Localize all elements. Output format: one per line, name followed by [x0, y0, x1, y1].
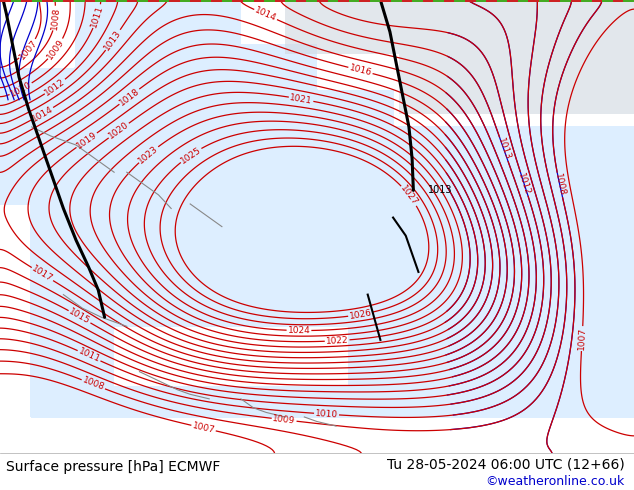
- Bar: [21, 0, 32, 2]
- Bar: [106, 0, 116, 2]
- Bar: [359, 0, 370, 2]
- Bar: [370, 0, 380, 2]
- Bar: [211, 0, 222, 2]
- Bar: [550, 0, 560, 2]
- Bar: [507, 0, 518, 2]
- Bar: [95, 0, 106, 2]
- Text: 1007: 1007: [191, 421, 216, 435]
- Bar: [401, 0, 412, 2]
- Bar: [496, 0, 507, 2]
- Bar: [190, 0, 201, 2]
- Text: 1024: 1024: [288, 326, 311, 335]
- Bar: [539, 0, 550, 2]
- Text: 1021: 1021: [289, 93, 313, 105]
- Text: 1013: 1013: [103, 28, 124, 52]
- Text: ©weatheronline.co.uk: ©weatheronline.co.uk: [485, 475, 624, 489]
- Bar: [423, 0, 433, 2]
- Text: 1010: 1010: [9, 80, 33, 98]
- Text: Tu 28-05-2024 06:00 UTC (12+66): Tu 28-05-2024 06:00 UTC (12+66): [387, 457, 624, 471]
- Bar: [84, 0, 95, 2]
- Text: 1014: 1014: [30, 104, 55, 123]
- Text: 1009: 1009: [272, 414, 296, 426]
- Bar: [518, 0, 528, 2]
- Text: 1013: 1013: [429, 185, 453, 195]
- Bar: [338, 0, 349, 2]
- Bar: [476, 0, 486, 2]
- Text: 1027: 1027: [399, 184, 420, 207]
- Bar: [0, 0, 11, 2]
- Text: 1007: 1007: [577, 327, 587, 350]
- Bar: [233, 0, 243, 2]
- Text: 1011: 1011: [77, 347, 101, 365]
- Bar: [412, 0, 423, 2]
- Bar: [602, 0, 613, 2]
- Bar: [380, 0, 391, 2]
- Text: 1014: 1014: [254, 6, 278, 24]
- Bar: [328, 0, 338, 2]
- Bar: [613, 0, 623, 2]
- Bar: [138, 0, 148, 2]
- Bar: [158, 0, 169, 2]
- Bar: [63, 0, 74, 2]
- Bar: [116, 0, 127, 2]
- Bar: [317, 0, 328, 2]
- Bar: [74, 0, 84, 2]
- Text: 1018: 1018: [117, 86, 141, 107]
- Text: Surface pressure [hPa] ECMWF: Surface pressure [hPa] ECMWF: [6, 460, 221, 474]
- Bar: [444, 0, 455, 2]
- Text: 1016: 1016: [348, 63, 373, 77]
- Bar: [148, 0, 158, 2]
- Bar: [391, 0, 401, 2]
- Text: 1011: 1011: [89, 4, 105, 29]
- Bar: [201, 0, 211, 2]
- Bar: [285, 0, 296, 2]
- Text: 1007: 1007: [17, 37, 39, 61]
- Text: 1023: 1023: [137, 144, 160, 165]
- Bar: [243, 0, 254, 2]
- Text: 1010: 1010: [314, 409, 339, 419]
- Text: 1019: 1019: [75, 130, 99, 150]
- Bar: [296, 0, 306, 2]
- Bar: [11, 0, 21, 2]
- Bar: [465, 0, 476, 2]
- Text: 1020: 1020: [107, 120, 131, 141]
- Bar: [623, 0, 634, 2]
- Text: 1012: 1012: [516, 172, 532, 196]
- Bar: [222, 0, 233, 2]
- Text: 1008: 1008: [553, 173, 567, 197]
- Bar: [455, 0, 465, 2]
- Text: 1009: 1009: [46, 37, 67, 61]
- Bar: [486, 0, 496, 2]
- Bar: [349, 0, 359, 2]
- Text: 1026: 1026: [349, 308, 373, 321]
- Bar: [275, 0, 285, 2]
- Bar: [179, 0, 190, 2]
- Bar: [127, 0, 138, 2]
- Text: 1008: 1008: [81, 376, 106, 392]
- Bar: [53, 0, 63, 2]
- Bar: [306, 0, 317, 2]
- Bar: [433, 0, 444, 2]
- Text: 1017: 1017: [30, 264, 55, 284]
- Text: 1013: 1013: [496, 137, 512, 162]
- Text: 1022: 1022: [325, 336, 349, 346]
- Text: 1025: 1025: [179, 145, 203, 165]
- Bar: [32, 0, 42, 2]
- Bar: [254, 0, 264, 2]
- Text: 1012: 1012: [43, 76, 67, 97]
- Bar: [42, 0, 53, 2]
- Text: 1008: 1008: [50, 6, 61, 30]
- Bar: [264, 0, 275, 2]
- Bar: [581, 0, 592, 2]
- Bar: [560, 0, 571, 2]
- Bar: [528, 0, 539, 2]
- Bar: [169, 0, 179, 2]
- Bar: [571, 0, 581, 2]
- Text: 1015: 1015: [67, 307, 92, 326]
- Bar: [592, 0, 602, 2]
